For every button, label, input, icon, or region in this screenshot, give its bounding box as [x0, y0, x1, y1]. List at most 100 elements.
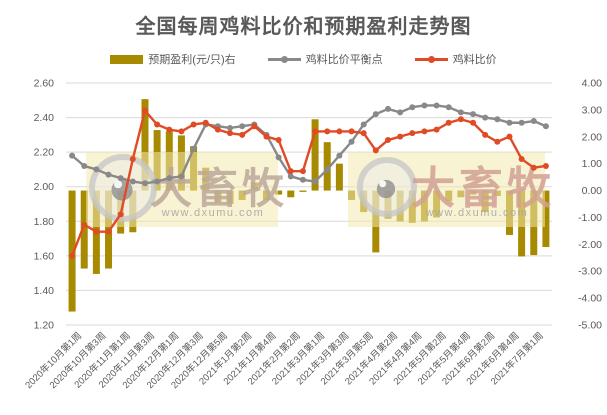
legend-item-profit: 预期盈利(元/只)右: [110, 51, 236, 67]
right-axis-tick: -1.00: [578, 212, 602, 224]
data-point: [372, 111, 379, 118]
legend: 预期盈利(元/只)右 鸡料比价平衡点 鸡料比价: [0, 50, 607, 68]
data-point: [530, 118, 537, 125]
data-point: [263, 133, 270, 140]
data-point: [397, 133, 404, 140]
right-axis-tick: 4.00: [582, 78, 603, 90]
data-point: [202, 119, 209, 126]
data-point: [141, 180, 148, 187]
data-point: [227, 124, 234, 131]
data-point: [360, 121, 367, 128]
data-point: [154, 178, 161, 185]
data-point: [409, 130, 416, 137]
data-point: [117, 175, 124, 182]
data-point: [445, 119, 452, 126]
balance-line: [69, 102, 549, 187]
data-point: [69, 152, 76, 159]
data-point: [154, 121, 161, 128]
legend-label: 鸡料比价: [452, 54, 497, 66]
data-point: [81, 221, 88, 228]
data-point: [178, 173, 185, 180]
data-point: [93, 228, 100, 235]
data-point: [384, 105, 391, 112]
legend-item-ratio: 鸡料比价: [414, 51, 497, 67]
data-point: [518, 119, 525, 126]
profit-bar: [68, 190, 76, 312]
left-axis-tick: 2.60: [34, 78, 55, 90]
data-point: [530, 164, 537, 171]
data-point: [251, 123, 258, 130]
right-axis-tick: -4.00: [578, 293, 602, 305]
data-point: [129, 178, 136, 185]
data-point: [214, 126, 221, 133]
data-point: [457, 109, 464, 116]
data-point: [117, 211, 124, 218]
ratio-line: [69, 107, 549, 259]
data-point: [506, 119, 513, 126]
data-point: [93, 166, 100, 173]
left-axis-tick: 1.40: [34, 285, 55, 297]
profit-bar: [335, 163, 343, 191]
data-point: [227, 130, 234, 137]
profit-bar: [311, 119, 319, 191]
data-point: [384, 137, 391, 144]
data-point: [190, 145, 197, 152]
data-point: [166, 126, 173, 133]
data-point: [166, 175, 173, 182]
profit-bar: [80, 190, 88, 269]
data-point: [470, 119, 477, 126]
data-point: [506, 133, 513, 140]
data-point: [494, 116, 501, 123]
data-point: [457, 116, 464, 123]
watermark-url-text: www.dxumu.com: [425, 207, 529, 219]
data-point: [275, 137, 282, 144]
right-axis-tick: 2.00: [582, 131, 603, 143]
legend-item-balance: 鸡料比价平衡点: [267, 51, 383, 67]
left-axis-tick: 1.20: [34, 320, 55, 332]
data-point: [105, 228, 112, 235]
left-axis-labels: 2.60 2.40 2.20 2.00 1.80 1.60 1.40 1.20: [34, 78, 55, 332]
bar-swatch-icon: [110, 54, 144, 64]
data-point: [336, 128, 343, 135]
data-point: [518, 156, 525, 163]
legend-label: 预期盈利(元/只)右: [148, 54, 236, 66]
profit-bar: [323, 142, 331, 191]
data-point: [178, 128, 185, 135]
data-point: [360, 130, 367, 137]
data-point: [397, 109, 404, 116]
watermark-brand-text: 大畜牧: [150, 165, 288, 212]
profit-bar: [275, 190, 283, 195]
data-point: [190, 121, 197, 128]
data-point: [105, 171, 112, 178]
data-point: [81, 162, 88, 169]
data-point: [421, 128, 428, 135]
data-point: [239, 123, 246, 130]
data-point: [470, 111, 477, 118]
data-point: [287, 173, 294, 180]
data-point: [299, 168, 306, 175]
data-point: [129, 156, 136, 163]
line-swatch-icon: [414, 55, 448, 64]
data-point: [482, 114, 489, 121]
right-axis-tick: 3.00: [582, 104, 603, 116]
data-point: [348, 128, 355, 135]
data-point: [287, 168, 294, 175]
x-axis-labels: 2020年10月第1周2020年10月第3周2020年11月第1周2020年11…: [23, 330, 546, 392]
data-point: [542, 123, 549, 130]
data-point: [348, 138, 355, 145]
data-point: [312, 178, 319, 185]
profit-bar: [141, 99, 149, 191]
left-axis-tick: 1.80: [34, 216, 55, 228]
data-point: [421, 102, 428, 109]
left-axis-tick: 2.20: [34, 147, 55, 159]
legend-label: 鸡料比价平衡点: [305, 54, 383, 66]
left-axis-tick: 2.40: [34, 112, 55, 124]
right-axis-tick: -5.00: [578, 320, 602, 332]
data-point: [69, 252, 76, 259]
right-axis-tick: 1.00: [582, 158, 603, 170]
data-point: [482, 131, 489, 138]
data-point: [433, 102, 440, 109]
